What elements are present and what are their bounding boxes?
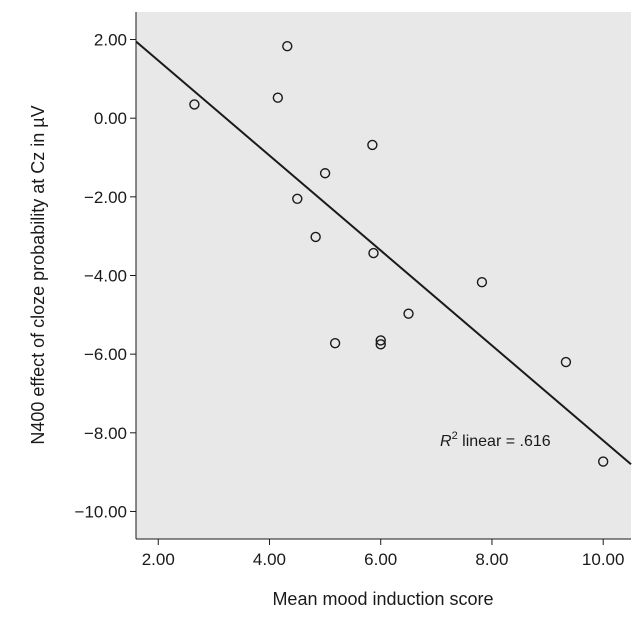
r-squared-annotation: R2 linear = .616 bbox=[440, 430, 551, 450]
y-tick-label: −10.00 bbox=[75, 502, 127, 521]
x-axis-title: Mean mood induction score bbox=[272, 589, 493, 609]
data-point-15 bbox=[597, 456, 609, 467]
y-tick-label: −8.00 bbox=[84, 424, 127, 443]
data-point-1 bbox=[189, 99, 200, 110]
x-tick-label: 10.00 bbox=[582, 550, 625, 569]
fit-line bbox=[135, 40, 632, 466]
x-tick-label: 6.00 bbox=[364, 550, 397, 569]
y-tick-label: −2.00 bbox=[84, 188, 127, 207]
data-point-4 bbox=[292, 193, 303, 205]
y-tick-label: −6.00 bbox=[84, 345, 127, 364]
data-point-11 bbox=[375, 339, 386, 350]
data-point-2 bbox=[272, 92, 284, 103]
data-point-3 bbox=[282, 41, 293, 52]
r-superscript: 2 bbox=[452, 430, 458, 442]
data-point-10 bbox=[375, 335, 386, 346]
plot-area bbox=[136, 12, 631, 539]
data-point-6 bbox=[319, 168, 331, 179]
data-point-9 bbox=[368, 247, 379, 259]
data-point-14 bbox=[560, 356, 572, 368]
y-tick-label: 2.00 bbox=[94, 31, 127, 50]
y-tick-label: −4.00 bbox=[84, 267, 127, 286]
x-tick-label: 8.00 bbox=[475, 550, 508, 569]
data-point-13 bbox=[476, 276, 488, 288]
x-tick-label: 2.00 bbox=[142, 550, 175, 569]
r-symbol: R bbox=[440, 433, 452, 450]
data-point-12 bbox=[403, 308, 414, 319]
x-tick-label: 4.00 bbox=[253, 550, 286, 569]
data-point-5 bbox=[310, 231, 321, 243]
y-axis-title: N400 effect of cloze probability at Cz i… bbox=[28, 105, 48, 444]
data-point-7 bbox=[329, 337, 341, 349]
data-point-8 bbox=[367, 139, 378, 151]
r-squared-text: linear = .616 bbox=[458, 433, 551, 450]
y-tick-label: 0.00 bbox=[94, 109, 127, 128]
